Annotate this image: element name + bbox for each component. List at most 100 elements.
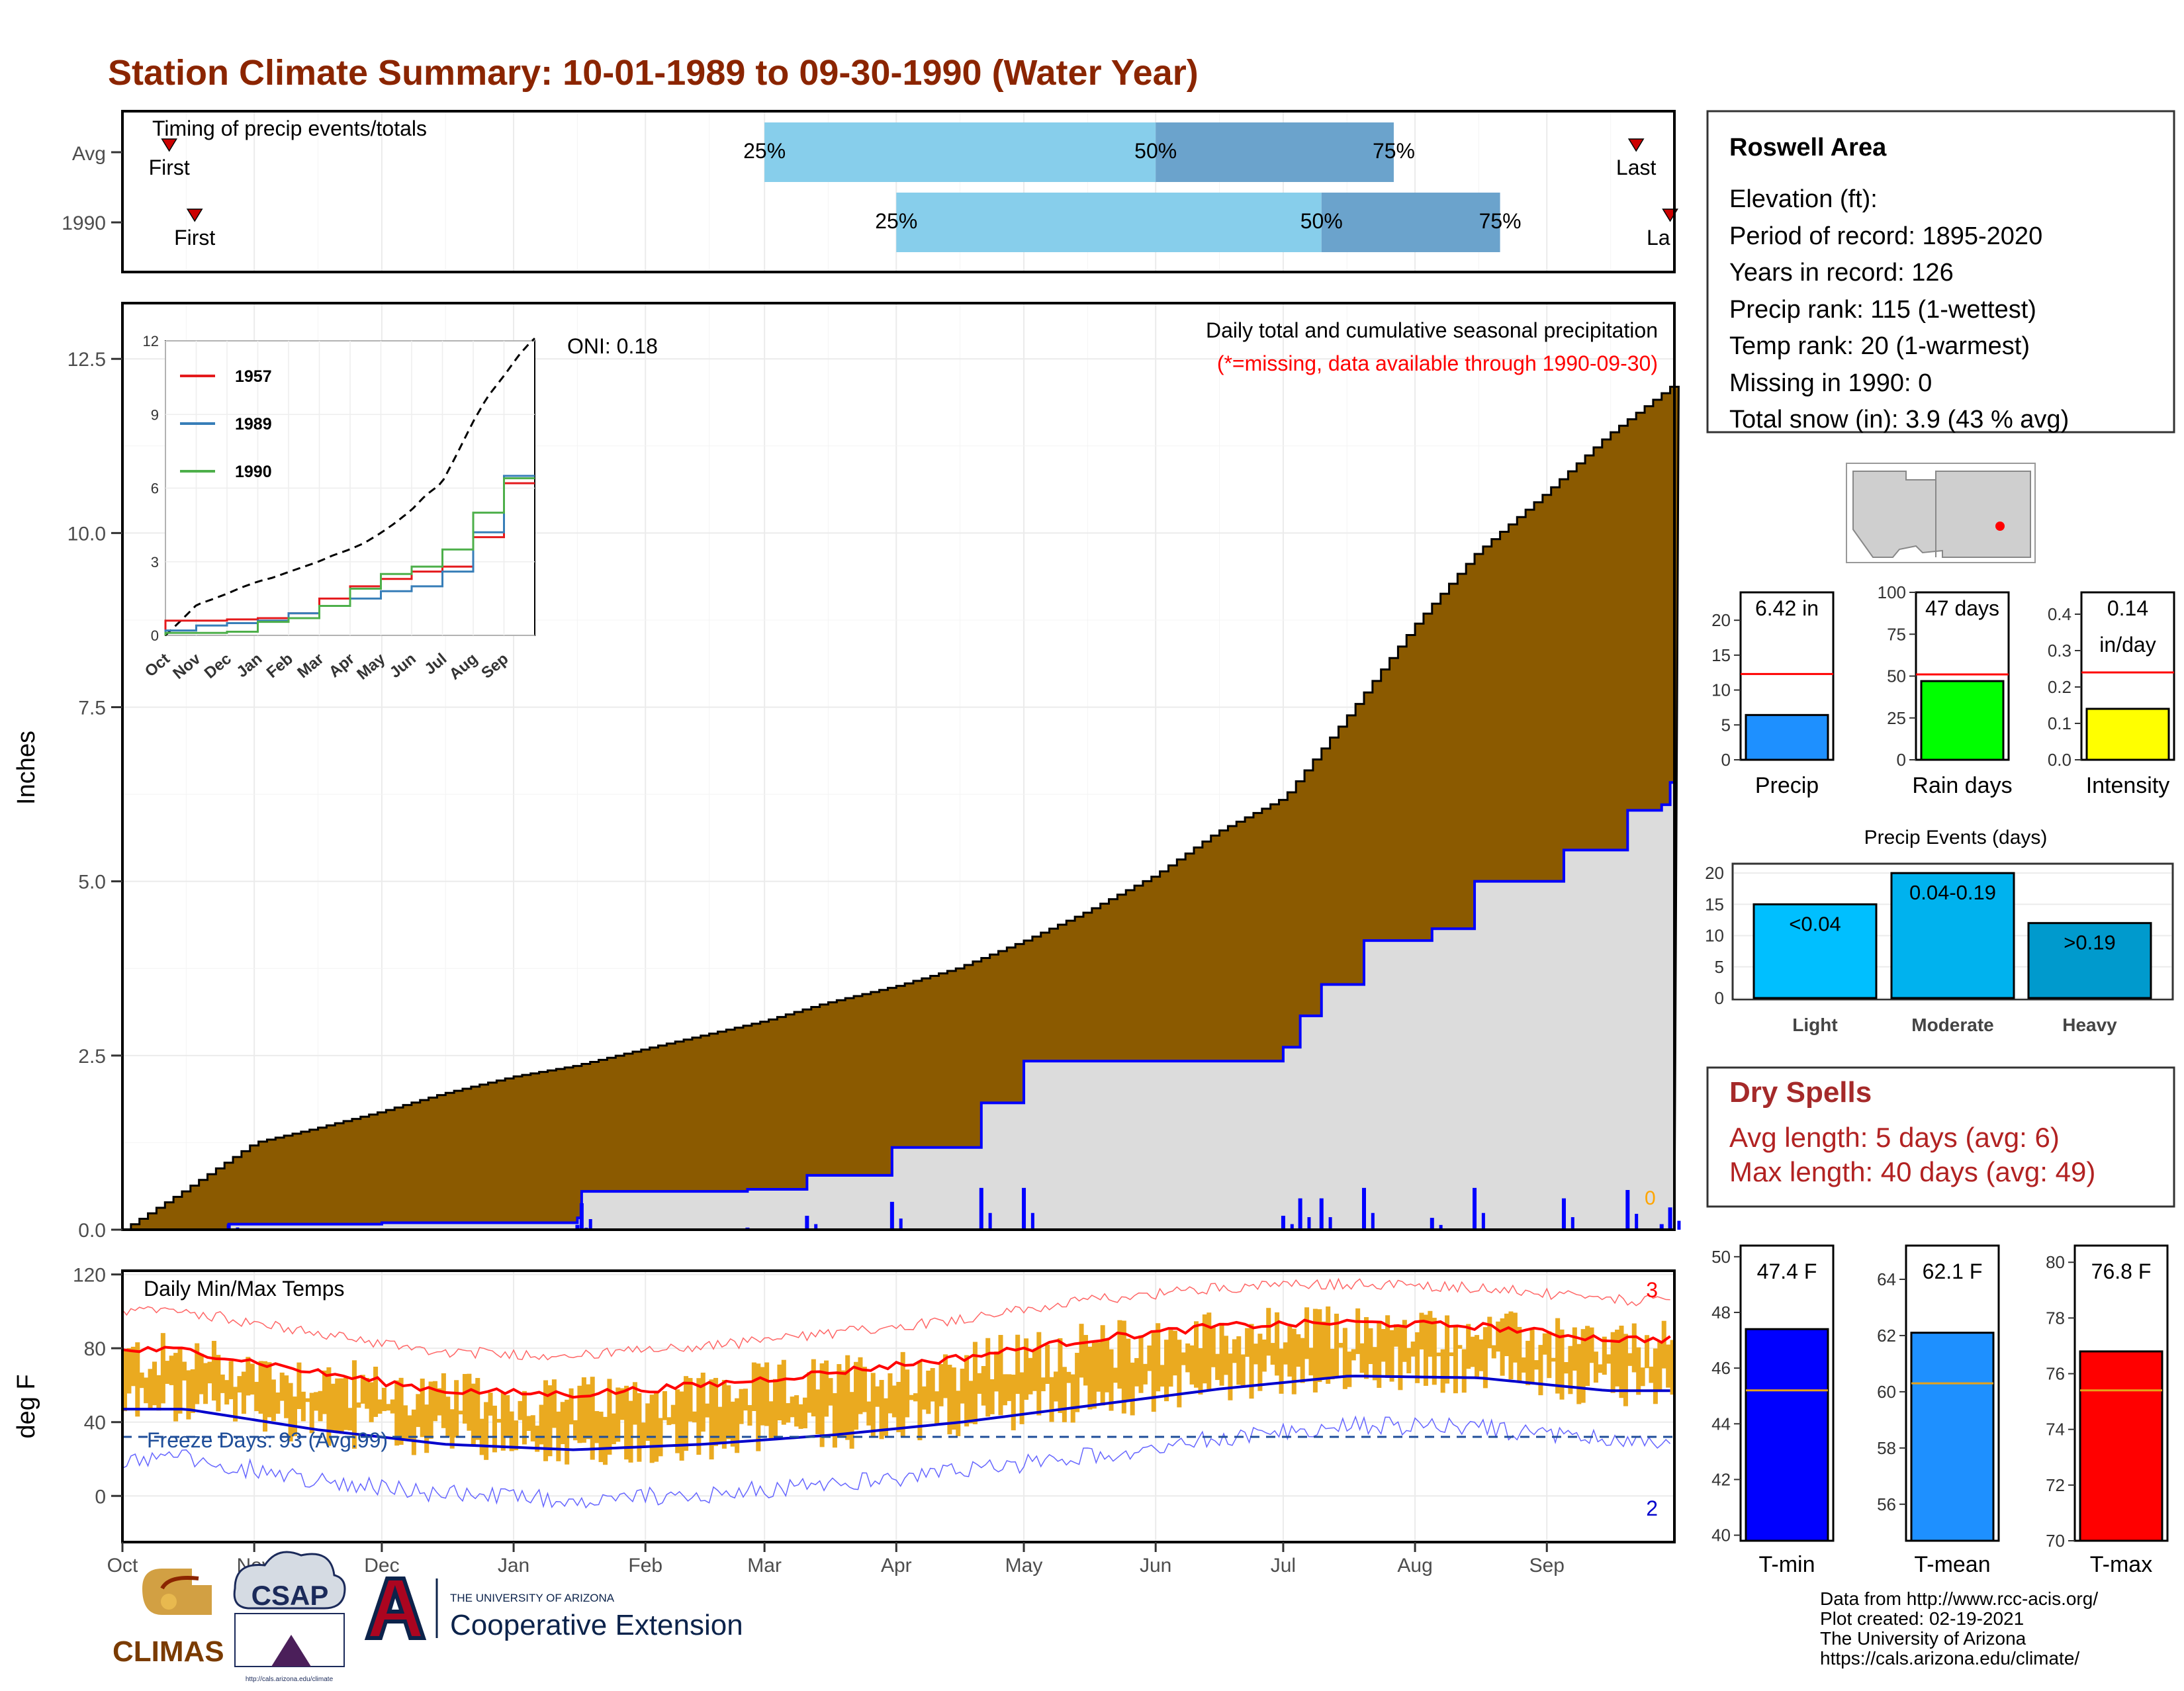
- daily-temp-bar: [956, 1391, 961, 1436]
- daily-temp-bar: [1457, 1345, 1463, 1349]
- daily-temp-bar: [989, 1379, 995, 1414]
- events-title: Precip Events (days): [1864, 827, 2048, 848]
- timing-percentile-label: 50%: [1134, 139, 1177, 163]
- temp-bar-tick-label: 58: [1877, 1438, 1896, 1458]
- daily-temp-bar: [849, 1392, 854, 1449]
- mini-bar-tick-label: 50: [1887, 666, 1906, 686]
- daily-temp-bar: [237, 1376, 242, 1393]
- daily-temp-bar: [420, 1378, 425, 1438]
- daily-temp-bar: [126, 1348, 132, 1394]
- daily-temp-bar: [522, 1391, 527, 1445]
- daily-temp-bar: [1321, 1321, 1326, 1380]
- daily-temp-bar: [484, 1402, 489, 1460]
- daily-temp-bar: [190, 1369, 195, 1413]
- precip-panel: 0.0 2.5 5.0 7.5 10.0 12.5 Inches Daily total …: [13, 302, 1681, 1242]
- timing-bar-50-75: [1156, 122, 1394, 182]
- mini-bar-tick-label: 0.3: [2048, 641, 2071, 661]
- daily-temp-bar: [156, 1375, 161, 1411]
- daily-temp-bar: [1304, 1307, 1310, 1359]
- daily-temp-bar: [526, 1416, 531, 1432]
- daily-temp-bar: [1075, 1353, 1080, 1412]
- daily-temp-bar: [841, 1370, 846, 1438]
- temp-bar-tick-label: 80: [2046, 1252, 2065, 1272]
- precip-events-chart: Precip Events (days) 05101520<0.04Light0…: [1705, 827, 2174, 1035]
- mini-bar-value: [1920, 680, 2005, 761]
- daily-temp-bar: [837, 1364, 842, 1438]
- daily-temp-bar: [1517, 1326, 1522, 1383]
- daily-temp-bar: [1453, 1325, 1458, 1394]
- info-line: Precip rank: 115 (1-wettest): [1729, 296, 2036, 324]
- daily-temp-bar: [692, 1411, 697, 1423]
- info-line: Elevation (ft):: [1729, 185, 1878, 213]
- daily-temp-bar: [632, 1382, 637, 1425]
- daily-temp-bar: [1466, 1324, 1471, 1369]
- daily-temp-bar: [462, 1373, 467, 1424]
- daily-temp-bar: [1279, 1348, 1284, 1394]
- daily-temp-bar: [288, 1383, 293, 1441]
- daily-temp-bar: [1551, 1357, 1556, 1362]
- first-event-marker: [186, 208, 203, 222]
- daily-temp-bar: [1347, 1351, 1352, 1387]
- daily-temp-bar: [772, 1379, 778, 1438]
- daily-temp-bar: [1423, 1314, 1428, 1386]
- daily-temp-bar: [590, 1377, 595, 1460]
- daily-temp-bar: [938, 1363, 944, 1406]
- daily-temp-bar: [433, 1381, 438, 1422]
- daily-temp-bar: [1645, 1335, 1650, 1369]
- daily-temp-bar: [1058, 1338, 1063, 1413]
- daily-temp-bar: [1649, 1366, 1654, 1383]
- daily-precip-bar: [979, 1187, 983, 1230]
- daily-temp-bar: [267, 1362, 272, 1418]
- month-label: Apr: [881, 1555, 912, 1577]
- mini-bar-title: Precip: [1755, 773, 1819, 798]
- daily-temp-bar: [539, 1404, 544, 1445]
- daily-temp-bar: [900, 1351, 905, 1438]
- inset-y-tick-label: 3: [151, 554, 159, 571]
- daily-temp-bar: [496, 1418, 502, 1423]
- precip-ylabel: Inches: [13, 731, 40, 805]
- daily-precip-bar: [1362, 1187, 1366, 1230]
- daily-temp-bar: [1572, 1327, 1577, 1371]
- daily-temp-bar: [560, 1402, 565, 1445]
- daily-temp-bar: [624, 1385, 629, 1460]
- daily-temp-bar: [1036, 1332, 1042, 1416]
- daily-temp-bar: [509, 1411, 514, 1451]
- daily-precip-bar: [1430, 1218, 1434, 1230]
- inset-average-line: [164, 338, 536, 637]
- daily-temp-bar: [1445, 1315, 1450, 1384]
- daily-temp-bar: [1461, 1349, 1467, 1393]
- ua-small-text: THE UNIVERSITY OF ARIZONA: [450, 1592, 615, 1604]
- daily-temp-bar: [735, 1398, 740, 1453]
- daily-temp-bar: [1398, 1325, 1403, 1391]
- daily-temp-bar: [1402, 1320, 1407, 1362]
- daily-temp-bar: [1593, 1351, 1598, 1383]
- station-info-box: Roswell Area Elevation (ft): Period of r…: [1706, 110, 2175, 434]
- daily-temp-bar: [828, 1378, 833, 1406]
- events-tick-label: 0: [1715, 988, 1724, 1008]
- daily-temp-bar: [654, 1391, 659, 1462]
- daily-temp-bar: [373, 1366, 379, 1417]
- mini-bar-tick-label: 0.2: [2048, 677, 2071, 697]
- timing-percentile-label: 25%: [743, 139, 786, 163]
- daily-temp-bar: [356, 1402, 361, 1408]
- daily-temp-bar: [169, 1355, 174, 1385]
- timing-percentile-label: 75%: [1479, 209, 1522, 233]
- daily-temp-bar: [1156, 1323, 1161, 1392]
- temp-bar-tick-label: 40: [1711, 1526, 1731, 1545]
- average-cumulative-area: [122, 385, 1680, 1231]
- daily-temp-bar: [1028, 1357, 1033, 1394]
- daily-temp-bar: [994, 1351, 999, 1392]
- daily-precip-bar: [1298, 1198, 1302, 1230]
- daily-temp-bar: [960, 1368, 965, 1404]
- temperature-lines: [122, 1277, 1674, 1509]
- daily-temp-bar: [1045, 1344, 1050, 1384]
- daily-temp-bar: [1142, 1363, 1148, 1385]
- daily-temp-bar: [1215, 1353, 1220, 1381]
- daily-temp-bar: [1117, 1320, 1122, 1389]
- daily-temp-bar: [726, 1385, 731, 1440]
- daily-temp-bar: [781, 1359, 786, 1425]
- daily-temp-bar: [1121, 1320, 1126, 1414]
- temp-bar-value: [2079, 1350, 2163, 1542]
- climas-logo: CLIMAS: [113, 1569, 224, 1668]
- annual-summary-bars: 6.42 in 0 5 10 15 20 Precip 47 days 0 25 50 75 100 Ra…: [1711, 582, 2175, 798]
